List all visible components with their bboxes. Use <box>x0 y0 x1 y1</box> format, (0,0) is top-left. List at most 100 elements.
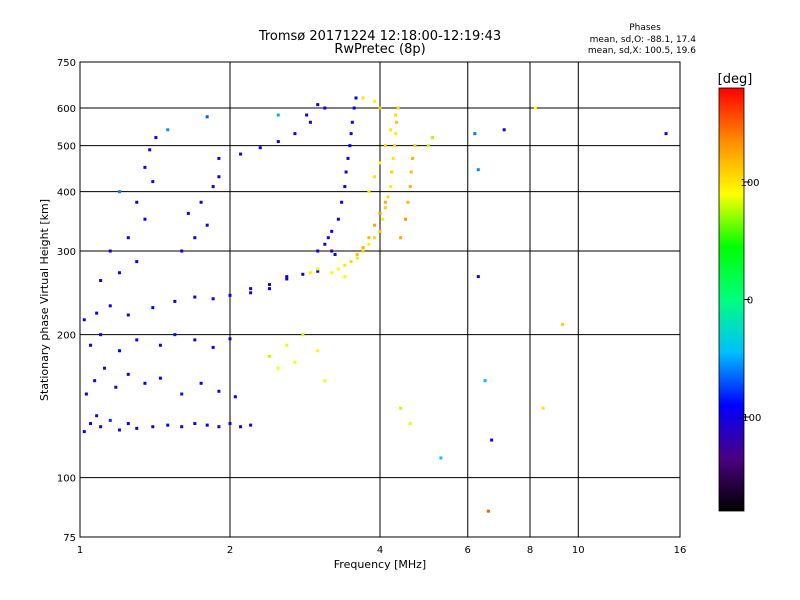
grid-lines <box>79 62 681 537</box>
data-point <box>293 132 297 136</box>
data-point <box>361 246 365 250</box>
data-point <box>336 217 340 221</box>
data-point <box>135 338 139 342</box>
data-point <box>348 144 352 148</box>
data-point <box>476 275 480 279</box>
data-point <box>343 275 347 279</box>
data-point <box>486 509 490 513</box>
data-point <box>276 366 280 370</box>
data-point <box>381 217 385 221</box>
data-point <box>316 349 320 353</box>
x-tick-label: 4 <box>377 545 383 556</box>
data-point <box>211 345 215 349</box>
data-point <box>82 430 86 434</box>
data-point <box>408 185 412 189</box>
data-point <box>217 389 221 393</box>
data-point <box>386 195 390 199</box>
data-point <box>344 170 348 174</box>
chart-subtitle: RwPretec (8p) <box>334 42 425 57</box>
data-point <box>378 211 382 215</box>
data-point <box>199 381 203 385</box>
data-point <box>217 425 221 429</box>
data-point <box>285 343 289 347</box>
data-point <box>228 293 232 297</box>
data-point <box>502 128 506 132</box>
data-point <box>483 379 487 383</box>
data-point <box>267 287 271 291</box>
data-point <box>394 132 398 136</box>
data-point <box>389 128 393 132</box>
data-point <box>383 200 387 204</box>
data-point <box>211 185 215 189</box>
data-point <box>276 140 280 144</box>
data-point <box>95 414 99 418</box>
data-point <box>391 156 395 160</box>
phase-stats-o: mean, sd,O: -88.1, 17.4 <box>590 35 697 45</box>
data-point <box>108 304 112 308</box>
data-point <box>193 422 197 426</box>
data-point <box>180 425 184 429</box>
y-tick-label: 500 <box>57 142 76 153</box>
data-point <box>323 106 327 110</box>
y-tick-label: 200 <box>57 331 76 342</box>
data-point <box>267 283 271 287</box>
plot-frame <box>79 61 681 538</box>
data-point <box>346 156 350 160</box>
data-point <box>258 146 262 150</box>
data-point <box>143 165 147 169</box>
data-point <box>95 311 99 315</box>
data-point <box>285 275 289 279</box>
data-point <box>373 236 377 240</box>
data-point <box>293 360 297 364</box>
data-point <box>316 269 320 273</box>
data-point <box>330 229 334 233</box>
data-point <box>211 297 215 301</box>
data-point <box>114 385 118 389</box>
data-point <box>228 422 232 426</box>
y-axis-label: Stationary phase Virtual Height [km] <box>38 199 51 401</box>
data-point <box>383 144 387 148</box>
data-point <box>541 406 545 410</box>
data-point <box>336 267 340 271</box>
data-point <box>276 113 280 117</box>
scatter-points <box>82 96 668 513</box>
x-tick-label: 16 <box>674 545 687 556</box>
data-point <box>390 170 394 174</box>
data-point <box>205 223 209 227</box>
data-point <box>316 267 320 271</box>
y-tick-label: 750 <box>57 58 76 69</box>
colorbar <box>718 87 745 512</box>
data-point <box>151 180 155 184</box>
colorbar-tick-label: 0 <box>747 296 753 307</box>
data-point <box>367 236 371 240</box>
data-point <box>316 103 320 107</box>
x-axis-ticks: 1 2 4 6 8 10 16 <box>77 545 687 556</box>
colorbar-ticks: -100 0 100 <box>739 178 762 424</box>
data-point <box>239 152 243 156</box>
phase-stats-x: mean, sd,X: 100.5, 19.6 <box>588 46 696 56</box>
data-point <box>361 249 365 253</box>
x-tick-label: 10 <box>572 545 585 556</box>
data-point <box>367 242 371 246</box>
data-point <box>396 106 400 110</box>
data-point <box>126 372 130 376</box>
data-point <box>330 271 334 275</box>
y-tick-label: 75 <box>63 533 76 544</box>
y-tick-label: 600 <box>57 104 76 115</box>
y-tick-label: 300 <box>57 247 76 258</box>
data-point <box>301 333 305 337</box>
x-tick-label: 2 <box>227 545 233 556</box>
data-point <box>473 132 477 136</box>
data-point <box>408 422 412 426</box>
data-point <box>395 120 399 124</box>
data-point <box>193 295 197 299</box>
data-point <box>308 271 312 275</box>
data-point <box>117 349 121 353</box>
data-point <box>439 456 443 460</box>
x-tick-label: 6 <box>465 545 471 556</box>
data-point <box>340 200 344 204</box>
data-point <box>151 306 155 310</box>
data-point <box>143 217 147 221</box>
data-point <box>89 343 93 347</box>
